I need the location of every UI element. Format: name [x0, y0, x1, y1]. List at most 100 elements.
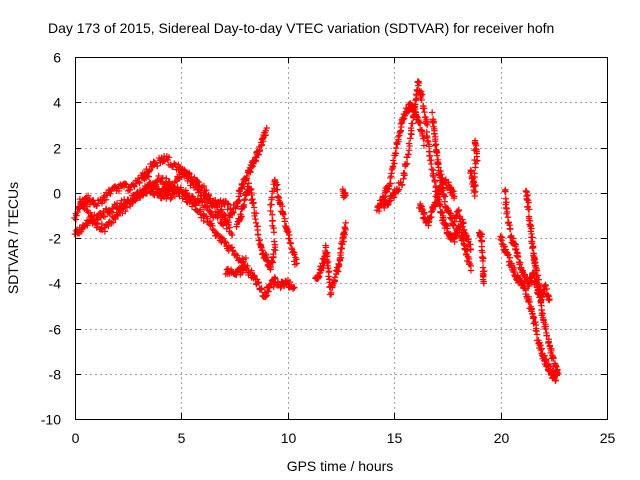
- data-point-marker: [533, 267, 540, 274]
- data-point-marker: [431, 130, 438, 137]
- data-point-marker: [420, 142, 428, 149]
- data-point-marker: [395, 186, 403, 193]
- data-point-marker: [146, 166, 154, 174]
- data-point-marker: [530, 314, 538, 321]
- data-point-marker: [446, 209, 453, 217]
- data-layer: [71, 78, 562, 384]
- data-point-marker: [392, 149, 399, 157]
- data-point-marker: [398, 181, 406, 188]
- data-point-marker: [408, 131, 415, 138]
- data-point-marker: [525, 199, 532, 206]
- x-tick-label: 20: [494, 430, 510, 446]
- data-point-marker: [417, 202, 424, 209]
- series-sat-i: [373, 100, 428, 215]
- data-point-marker: [126, 186, 134, 194]
- data-point-marker: [450, 222, 457, 230]
- y-tick-label: 4: [53, 95, 61, 111]
- data-point-marker: [526, 298, 534, 306]
- data-point-marker: [214, 201, 221, 209]
- data-point-marker: [450, 188, 457, 195]
- series-sat-g: [312, 219, 349, 298]
- y-tick-label: 0: [53, 186, 61, 202]
- series-sat-o: [497, 233, 560, 384]
- data-point-marker: [76, 195, 84, 203]
- data-point-marker: [401, 170, 408, 177]
- data-point-marker: [523, 188, 530, 196]
- data-point-marker: [248, 189, 255, 197]
- data-point-marker: [397, 128, 404, 135]
- data-point-marker: [480, 280, 488, 287]
- data-point-marker: [440, 216, 447, 223]
- data-point-marker: [247, 186, 254, 194]
- data-point-marker: [265, 288, 272, 295]
- data-point-marker: [479, 257, 487, 265]
- data-point-marker: [242, 176, 249, 183]
- data-point-marker: [478, 231, 486, 238]
- data-point-marker: [255, 279, 262, 286]
- data-point-marker: [151, 159, 158, 166]
- data-point-marker: [243, 172, 250, 180]
- data-point-marker: [252, 210, 260, 217]
- data-point-marker: [529, 234, 536, 241]
- data-point-marker: [222, 239, 229, 246]
- data-point-marker: [467, 245, 474, 253]
- data-point-marker: [327, 289, 335, 297]
- data-point-marker: [340, 229, 347, 237]
- data-point-marker: [390, 163, 397, 171]
- data-point-marker: [460, 240, 467, 248]
- data-point-marker: [545, 338, 552, 345]
- data-point-marker: [389, 157, 397, 164]
- data-point-marker: [431, 136, 439, 143]
- x-tick-label: 5: [178, 430, 186, 446]
- data-point-marker: [463, 247, 471, 255]
- y-tick-label: -8: [49, 367, 62, 383]
- series-sat-c: [76, 182, 236, 239]
- data-point-marker: [433, 199, 440, 207]
- tick-layer: 0 5 10 15 20 25 -10 -8 -6 -4 -2 0 2 4 6: [41, 50, 616, 447]
- data-point-marker: [554, 371, 561, 378]
- data-point-marker: [228, 231, 236, 239]
- data-point-marker: [434, 161, 442, 168]
- data-point-marker: [445, 179, 452, 186]
- data-point-marker: [169, 183, 177, 190]
- data-point-marker: [335, 268, 342, 275]
- data-point-marker: [453, 233, 460, 240]
- y-tick-label: 2: [53, 141, 61, 157]
- data-point-marker: [90, 216, 97, 223]
- data-point-marker: [250, 200, 257, 207]
- data-point-marker: [530, 249, 537, 257]
- data-point-marker: [123, 204, 131, 211]
- data-point-marker: [342, 191, 349, 199]
- data-point-marker: [154, 162, 161, 170]
- data-point-marker: [284, 229, 292, 236]
- data-point-marker: [497, 233, 504, 240]
- data-point-marker: [238, 213, 245, 220]
- data-point-marker: [291, 251, 298, 258]
- data-point-marker: [279, 202, 286, 210]
- data-point-marker: [428, 109, 436, 116]
- data-point-marker: [471, 192, 478, 200]
- data-point-marker: [472, 182, 479, 190]
- data-point-marker: [478, 243, 485, 250]
- data-point-marker: [547, 363, 554, 371]
- data-point-marker: [451, 218, 458, 225]
- data-point-marker: [552, 362, 559, 370]
- data-point-marker: [262, 293, 269, 300]
- series-sat-d: [139, 124, 270, 226]
- data-point-marker: [288, 244, 295, 252]
- data-point-marker: [467, 267, 475, 274]
- data-point-marker: [434, 194, 441, 202]
- data-point-marker: [398, 123, 405, 131]
- data-point-marker: [548, 347, 555, 355]
- data-point-marker: [218, 206, 225, 213]
- data-point-marker: [543, 285, 551, 293]
- data-point-marker: [73, 212, 80, 219]
- data-point-marker: [421, 210, 428, 217]
- data-point-marker: [423, 133, 431, 140]
- data-point-marker: [315, 273, 323, 280]
- data-point-marker: [200, 182, 208, 190]
- data-point-marker: [155, 172, 162, 180]
- data-point-marker: [254, 231, 262, 238]
- data-point-marker: [391, 160, 398, 167]
- data-point-marker: [383, 186, 391, 193]
